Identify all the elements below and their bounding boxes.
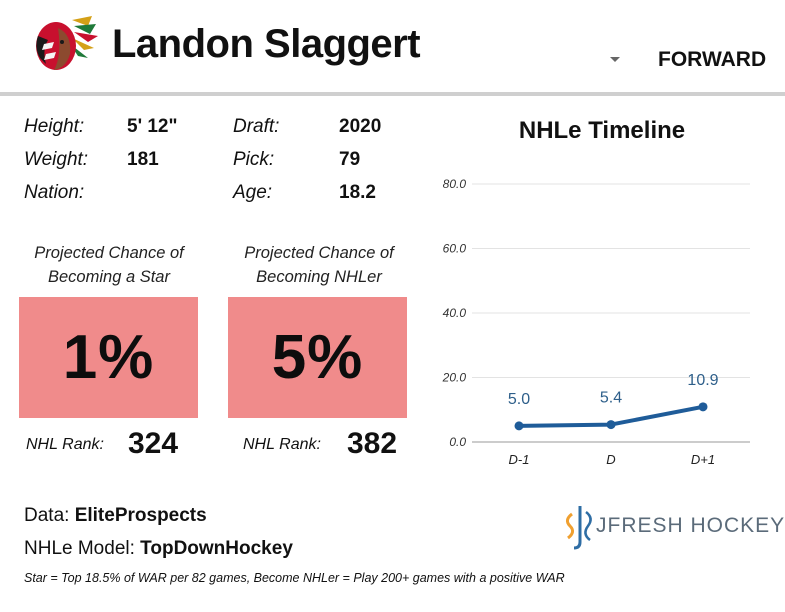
nhler-chance-card: 5% (228, 297, 407, 418)
nhle-timeline-chart: NHLe Timeline 0.0 20.0 40.0 60.0 80.0 D-1 D D+1 5… (442, 117, 750, 467)
x-tick-label: D+1 (691, 452, 715, 467)
data-source: Data: EliteProspects (24, 505, 207, 527)
pick-label: Pick: (233, 149, 275, 170)
header-divider (0, 92, 785, 96)
star-caption: Projected Chance of Becoming a Star (19, 241, 199, 289)
data-source-value: EliteProspects (74, 505, 207, 526)
data-label: 5.4 (600, 390, 622, 407)
data-source-label: Data: (24, 505, 75, 526)
chevron-down-icon[interactable] (610, 57, 620, 62)
y-tick-label: 0.0 (449, 435, 466, 449)
data-point (606, 420, 616, 430)
position-label: FORWARD (658, 48, 767, 71)
jfresh-brand: JFRESH HOCKEY (596, 514, 785, 537)
star-caption-line2: Becoming a Star (48, 268, 170, 286)
nhler-caption: Projected Chance of Becoming NHLer (229, 241, 409, 289)
star-chance-card: 1% (19, 297, 198, 418)
weight-label: Weight: (24, 149, 89, 170)
y-tick-label: 60.0 (443, 242, 467, 256)
nhler-rank-label: NHL Rank: (243, 436, 321, 453)
data-point (698, 402, 708, 412)
pick-value: 79 (339, 149, 361, 170)
star-caption-line1: Projected Chance of (34, 244, 184, 262)
age-label: Age: (233, 182, 273, 203)
star-rank-value: 324 (128, 427, 179, 460)
y-tick-label: 40.0 (443, 306, 467, 320)
y-tick-label: 20.0 (442, 371, 467, 385)
nation-label: Nation: (24, 182, 85, 203)
nhler-caption-line2: Becoming NHLer (256, 268, 382, 286)
height-label: Height: (24, 116, 85, 137)
model-source: NHLe Model: TopDownHockey (24, 538, 293, 560)
draft-label: Draft: (233, 116, 280, 137)
nhler-rank-value: 382 (347, 427, 398, 460)
team-logo (28, 14, 100, 76)
weight-value: 181 (127, 149, 159, 170)
footnote: Star = Top 18.5% of WAR per 82 games, Be… (24, 571, 565, 585)
model-source-label: NHLe Model: (24, 538, 141, 559)
star-rank-label: NHL Rank: (26, 436, 104, 453)
data-label: 10.9 (687, 372, 718, 389)
jfresh-logo-icon (560, 502, 600, 552)
data-point (514, 421, 524, 431)
player-name: Landon Slaggert (112, 22, 421, 66)
data-label: 5.0 (508, 391, 530, 408)
draft-value: 2020 (339, 116, 382, 137)
x-tick-label: D (606, 452, 615, 467)
chart-title: NHLe Timeline (519, 117, 685, 144)
y-tick-label: 80.0 (443, 177, 467, 191)
age-value: 18.2 (339, 182, 376, 203)
x-tick-label: D-1 (509, 452, 530, 467)
model-source-value: TopDownHockey (140, 538, 293, 559)
nhler-caption-line1: Projected Chance of (244, 244, 394, 262)
height-value: 5' 12" (127, 116, 178, 137)
